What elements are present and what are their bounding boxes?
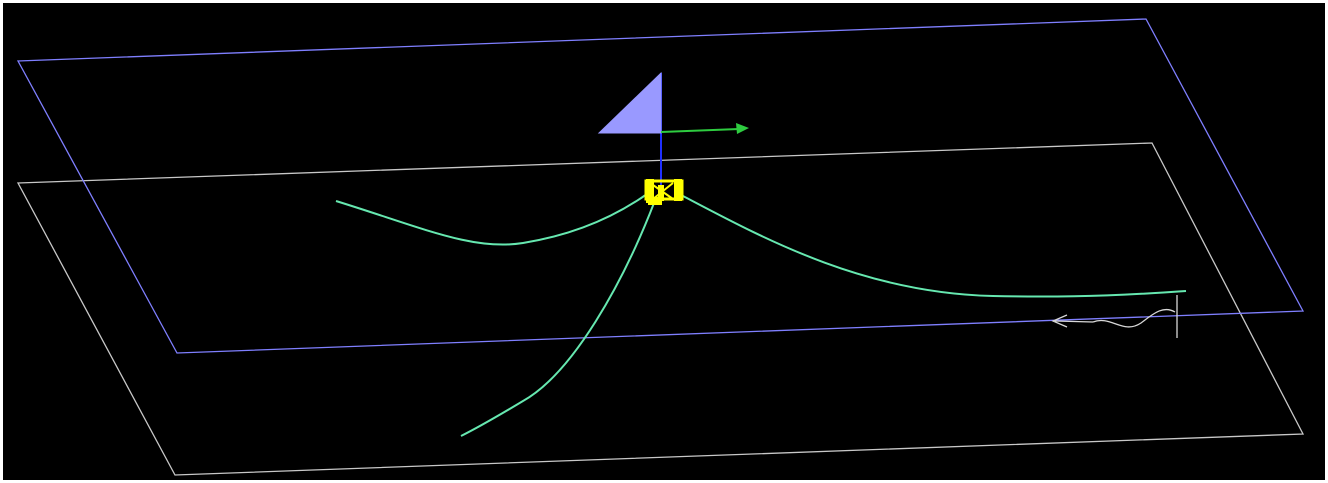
mooring-scene[interactable] [3, 3, 1325, 480]
viewport-background [3, 3, 1325, 480]
mooring-line-left [335, 193, 648, 246]
platform-brace [652, 184, 674, 200]
water-surface-plane [16, 18, 1305, 354]
axis-y-arrowhead [736, 123, 749, 134]
wind-indicator-flag [597, 71, 662, 134]
seabed-plane [16, 142, 1305, 476]
mooring-line-front [460, 202, 655, 437]
wave-direction-arrowhead [1051, 314, 1068, 328]
platform-column-left [646, 179, 654, 203]
floating-platform[interactable] [644, 179, 684, 205]
wave-indicator [1051, 295, 1178, 338]
mooring-line-right [682, 195, 1187, 298]
wave-direction-shaft [1054, 320, 1094, 323]
platform-pontoon [648, 197, 662, 205]
wave-curve [1092, 308, 1176, 328]
3d-viewport[interactable] [3, 3, 1325, 480]
platform-column-right [674, 179, 682, 201]
axis-y [660, 128, 740, 133]
